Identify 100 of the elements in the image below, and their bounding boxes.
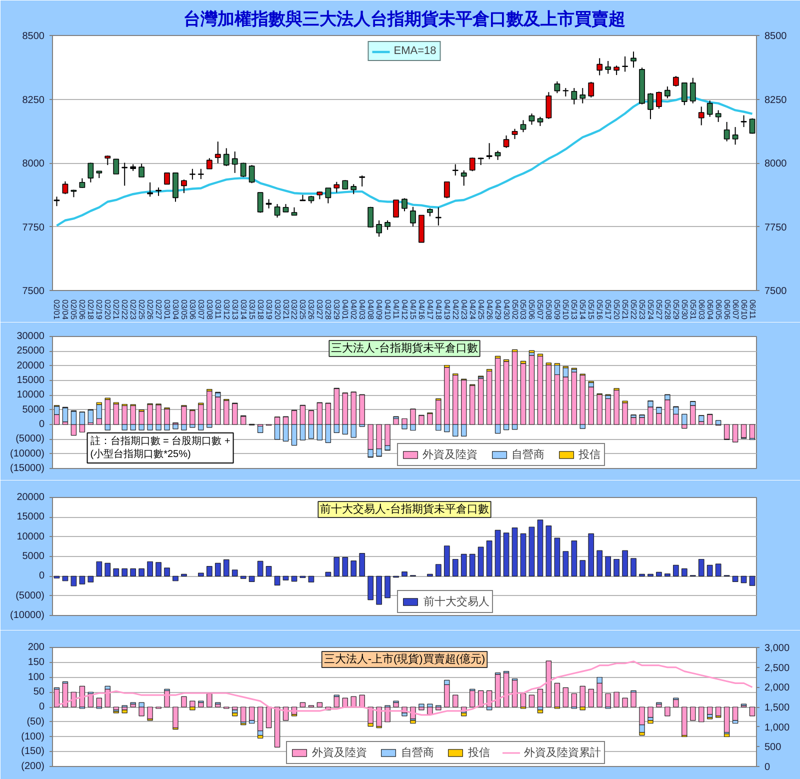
y2-tick-label: 8250 bbox=[764, 94, 788, 106]
y-tick-label: 7500 bbox=[22, 286, 45, 297]
x-tick-label: 05/14 bbox=[578, 300, 588, 320]
legend-label: EMA=18 bbox=[394, 45, 436, 57]
x-tick-label: 04/17 bbox=[425, 300, 434, 320]
x-tick-label: 04/02 bbox=[349, 300, 358, 320]
x-tick-label: 02/25 bbox=[137, 300, 146, 320]
x-tick-label: 04/15 bbox=[408, 300, 418, 320]
x-tick-label: 06/05 bbox=[714, 300, 723, 320]
x-tick-label: 03/05 bbox=[179, 300, 188, 320]
x-tick-label: 05/21 bbox=[620, 300, 630, 320]
x-tick-label: 03/25 bbox=[298, 300, 308, 320]
x-tick-label: 05/08 bbox=[544, 300, 554, 320]
y-tick-label: 15000 bbox=[16, 375, 45, 386]
x-tick-label: 06/03 bbox=[696, 300, 706, 320]
x-tick-label: 02/19 bbox=[94, 300, 104, 320]
x-tick-label: 05/03 bbox=[518, 300, 528, 320]
x-tick-label: 04/23 bbox=[459, 300, 468, 320]
text: 三大法人-台指期貨未平倉口數 bbox=[331, 342, 478, 354]
y-tick-label: (100) bbox=[21, 731, 45, 742]
y-tick-label: (5000) bbox=[16, 434, 44, 445]
y-tick-label: 5000 bbox=[22, 404, 45, 416]
x-tick-label: 04/03 bbox=[358, 300, 367, 320]
x-tick-label: 03/21 bbox=[281, 300, 290, 320]
x-tick-label: 05/27 bbox=[654, 300, 664, 320]
y2-tick-label: 8500 bbox=[764, 31, 788, 42]
x-tick-label: 05/10 bbox=[561, 300, 570, 320]
x-tick-label: 04/12 bbox=[400, 300, 409, 320]
y-tick-label: 150 bbox=[28, 656, 45, 668]
x-tick-label: 03/11 bbox=[213, 300, 222, 320]
y-tick-label: 8250 bbox=[22, 94, 45, 106]
x-tick-label: 03/20 bbox=[272, 300, 282, 320]
y-tick-label: 200 bbox=[28, 642, 45, 653]
x-tick-label: 05/23 bbox=[637, 300, 646, 320]
y2-tick-label: 1,500 bbox=[764, 702, 790, 714]
x-tick-label: 05/24 bbox=[646, 300, 655, 320]
x-tick-label: 04/30 bbox=[502, 300, 511, 320]
x-tick-label: 05/29 bbox=[671, 300, 680, 320]
y-tick-label: 20000 bbox=[16, 360, 45, 372]
x-tick-label: 06/07 bbox=[730, 300, 740, 320]
x-tick-label: 03/08 bbox=[204, 300, 214, 320]
x-tick-label: 03/14 bbox=[238, 300, 248, 320]
x-tick-label: 06/10 bbox=[739, 300, 748, 320]
x-tick-label: 05/13 bbox=[570, 300, 579, 320]
x-tick-label: 02/06 bbox=[78, 300, 87, 320]
x-tick-label: 03/26 bbox=[306, 300, 316, 320]
x-tick-label: 03/15 bbox=[247, 300, 256, 320]
y-tick-label: 30000 bbox=[16, 331, 45, 342]
x-tick-label: 04/01 bbox=[340, 300, 350, 320]
x-tick-label: 03/27 bbox=[315, 300, 324, 320]
legend-label: 外資及陸資 bbox=[422, 448, 478, 462]
x-tick-label: 02/26 bbox=[146, 300, 155, 320]
x-tick-label: 03/29 bbox=[332, 300, 342, 320]
x-tick-label: 04/22 bbox=[450, 300, 460, 320]
y2-tick-label: 2,500 bbox=[764, 662, 790, 674]
x-tick-label: 05/15 bbox=[586, 300, 596, 320]
y2-tick-label: 500 bbox=[764, 742, 782, 754]
x-tick-label: 03/13 bbox=[230, 300, 240, 320]
x-tick-label: 05/17 bbox=[604, 300, 613, 320]
y-tick-label: 10000 bbox=[16, 390, 45, 401]
x-tick-label: 06/11 bbox=[748, 300, 757, 320]
x-tick-label: 04/09 bbox=[374, 300, 384, 320]
x-tick-label: 02/27 bbox=[154, 300, 164, 320]
y-tick-label: 10000 bbox=[16, 531, 45, 542]
y-tick-label: 5000 bbox=[22, 551, 45, 562]
x-tick-label: 03/06 bbox=[188, 300, 197, 320]
x-tick-label: 05/28 bbox=[662, 300, 672, 320]
y2-tick-label: 7500 bbox=[764, 286, 788, 297]
y-tick-label: 7750 bbox=[22, 222, 45, 234]
x-tick-label: 02/23 bbox=[128, 300, 138, 320]
x-tick-label: 03/12 bbox=[222, 300, 231, 320]
chart-title: 台灣加權指數與三大法人台指期貨未平倉口數及上市買賣超 bbox=[184, 10, 626, 28]
x-tick-label: 03/18 bbox=[256, 300, 265, 320]
y2-tick-label: 8000 bbox=[764, 158, 788, 170]
y-tick-label: 0 bbox=[38, 702, 45, 712]
legend-label: 自營商 bbox=[512, 448, 545, 462]
y2-tick-label: 2,000 bbox=[764, 682, 790, 694]
legend-label: 外資及陸資 bbox=[312, 746, 367, 760]
x-tick-label: 02/04 bbox=[60, 300, 70, 320]
legend-label: 投信 bbox=[578, 448, 601, 462]
x-tick-label: 03/19 bbox=[264, 300, 274, 320]
x-tick-label: 05/16 bbox=[595, 300, 604, 320]
y-tick-label: (15000) bbox=[10, 463, 44, 474]
y-tick-label: 25000 bbox=[16, 346, 45, 357]
y-tick-label: (150) bbox=[21, 746, 45, 758]
annotation: 註：台指期口數 = 台股期口數 + (小型台指期口數*25%) bbox=[90, 434, 230, 460]
y-tick-label: (200) bbox=[21, 761, 45, 772]
y-tick-label: 15000 bbox=[16, 512, 45, 523]
x-tick-label: 04/10 bbox=[383, 300, 392, 320]
x-tick-label: 05/30 bbox=[680, 300, 689, 320]
x-tick-label: 05/07 bbox=[536, 300, 545, 320]
legend-label: 自營商 bbox=[400, 746, 434, 760]
y-tick-label: 20000 bbox=[16, 492, 45, 503]
legend-label: 投信 bbox=[468, 746, 490, 760]
y-tick-label: (10000) bbox=[10, 448, 44, 460]
x-tick-label: 04/26 bbox=[484, 300, 494, 320]
text: 三大法人-上市(現貨)買賣超(億元) bbox=[324, 652, 486, 666]
x-tick-label: 05/06 bbox=[527, 300, 536, 320]
x-tick-label: 03/01 bbox=[162, 300, 172, 320]
y-tick-label: 100 bbox=[28, 672, 45, 683]
